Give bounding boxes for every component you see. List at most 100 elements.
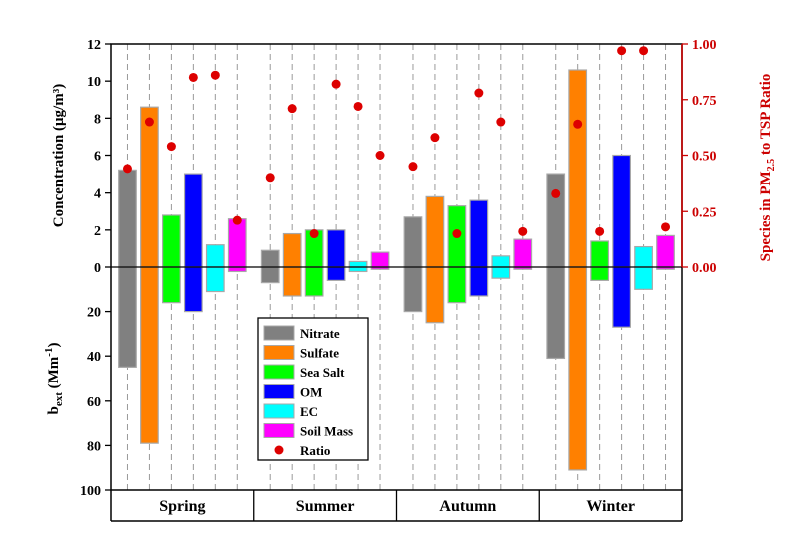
y-top-tick-label: 12 [87,38,101,53]
legend-label: Nitrate [300,326,340,341]
bar-concentration [282,232,302,268]
y-top-axis-title: Concentration (μg/m³) [51,84,67,227]
y-right-tick-label: 0.00 [692,261,717,276]
legend-label: OM [300,385,322,400]
bar-bext [227,266,247,273]
bar-bext [425,266,445,324]
bar-concentration [205,244,225,268]
bar-concentration [403,216,423,268]
y-bottom-tick-label: 80 [87,439,101,454]
bar-bext [612,266,631,328]
y-top-tick-label: 4 [94,187,101,202]
ratio-point [375,151,385,160]
bar-concentration [162,214,181,268]
legend-label: Sulfate [300,346,339,361]
y-bottom-tick-label: 60 [87,395,101,410]
category-label: Summer [296,498,355,515]
bar-concentration [513,238,533,268]
bar-concentration [568,69,588,268]
y-top-tick-label: 10 [87,75,101,90]
ratio-point [430,133,440,143]
bar-concentration [612,154,631,268]
ratio-point [188,72,198,82]
legend-label: Ratio [300,443,330,458]
bar-concentration [546,173,566,268]
legend-swatch [263,403,295,419]
bar-bext [205,266,225,293]
legend-swatch [263,345,295,360]
ratio-point [617,46,627,56]
ratio-point [661,222,671,232]
bar-concentration [425,195,445,268]
legend-swatch [263,384,295,399]
y-right-tick-label: 0.75 [692,94,717,109]
category-label: Autumn [439,498,496,515]
ratio-point [496,117,506,127]
bar-concentration [348,260,368,268]
bar-bext [348,266,368,273]
y-bottom-tick-label: 100 [80,484,101,499]
ratio-point [287,104,297,114]
bar-bext [568,266,588,471]
bar-bext [118,266,137,368]
legend-label: Sea Salt [300,365,345,380]
bar-concentration [183,173,203,268]
ratio-point [331,79,341,89]
bar-concentration [634,245,653,268]
ratio-point [122,164,132,174]
bar-concentration [260,249,280,268]
y-right-tick-label: 0.25 [692,205,717,220]
y-top-tick-label: 2 [94,224,101,239]
ratio-point [265,173,275,183]
bar-bext [260,266,280,284]
ratio-point [408,162,418,172]
y-top-tick-label: 0 [94,261,101,276]
ratio-point [518,226,528,236]
legend-swatch [274,445,284,455]
bar-bext [590,266,610,281]
bar-concentration [118,169,137,268]
bar-bext [282,266,302,297]
y-bottom-tick-label: 20 [87,306,101,321]
y-right-tick-label: 1.00 [692,38,717,53]
ratio-point [166,142,176,152]
ratio-point [551,188,561,198]
ratio-point [474,88,484,98]
y-bottom-axis-title: bext (Mm-1) [43,343,65,415]
bar-concentration [491,255,511,268]
bar-concentration [326,229,346,268]
legend-swatch [263,423,295,438]
bar-concentration [370,251,390,268]
y-top-tick-label: 6 [94,150,101,165]
bar-concentration [227,218,247,268]
y-right-axis-title: Species in PM2.5 to TSP Ratio [758,74,777,262]
legend-swatch [263,325,295,341]
y-bottom-tick-label: 40 [87,350,101,365]
ratio-point [144,117,154,127]
legend-label: Soil Mass [300,424,353,439]
bar-concentration [469,199,489,268]
bar-bext [491,266,511,279]
bar-bext [447,266,467,304]
category-label: Winter [586,498,635,515]
bar-concentration [656,234,675,268]
ratio-point [353,101,363,111]
bar-bext [546,266,566,360]
ratio-point [232,215,242,225]
ratio-point [309,229,319,239]
bar-bext [162,266,181,304]
y-top-tick-label: 8 [94,112,101,127]
y-right-tick-label: 0.50 [692,150,717,165]
bar-bext [469,266,489,297]
legend-swatch [263,364,295,380]
category-label: Spring [159,498,205,515]
bar-concentration [140,106,159,268]
ratio-point [452,229,462,239]
bar-bext [140,266,159,444]
plot-area: Spring Summer Autumn Winter 0 2 4 6 8 10 12 20 40 60 8… [43,38,777,522]
bar-bext [183,266,203,313]
bar-concentration [590,240,610,268]
ratio-point [595,226,605,236]
bar-bext [304,266,324,297]
